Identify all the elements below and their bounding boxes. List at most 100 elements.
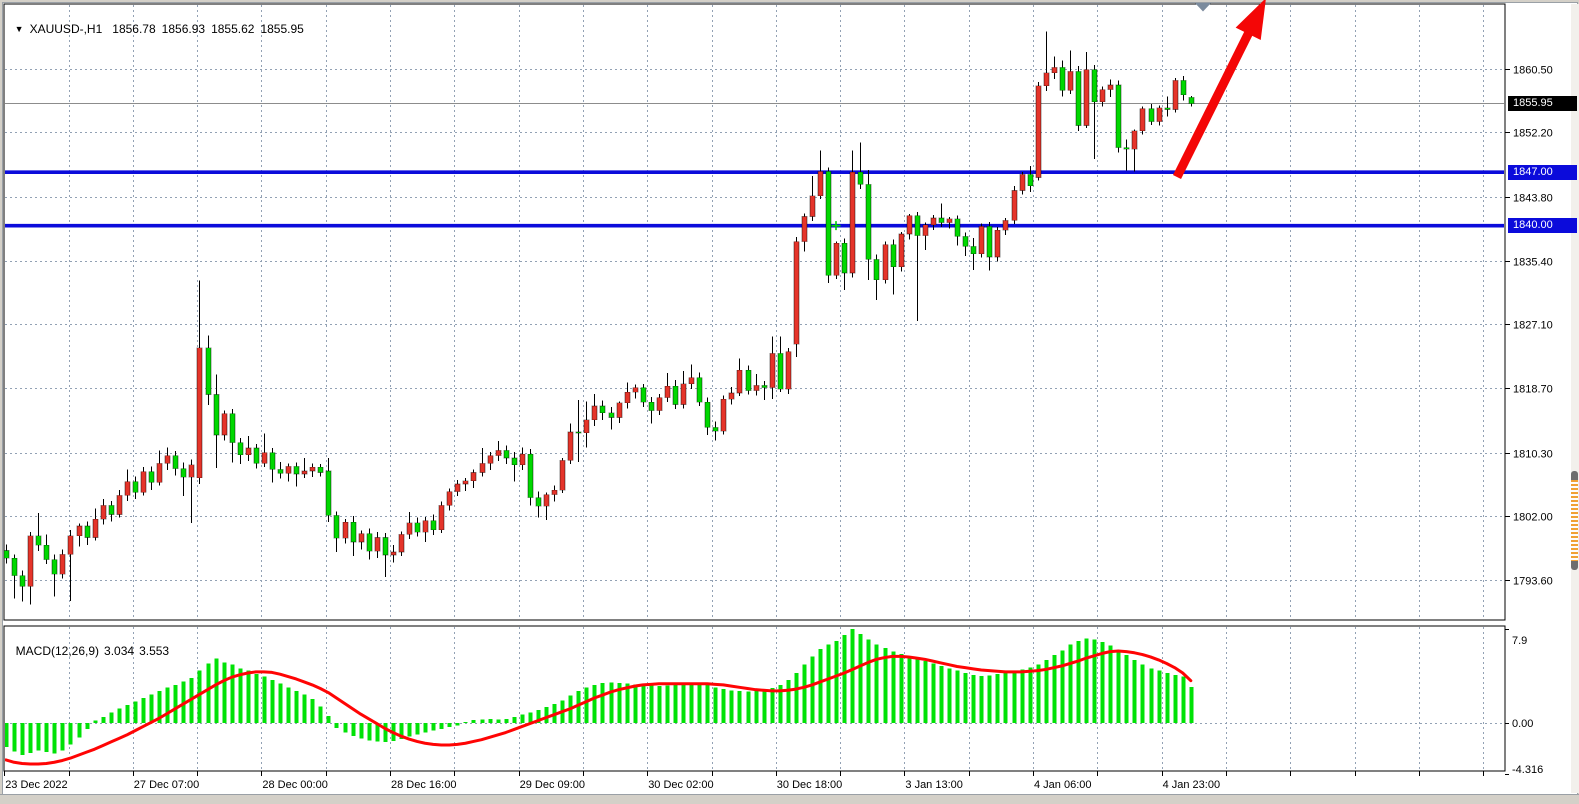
- candle-bull[interactable]: [817, 171, 824, 197]
- candle-bull[interactable]: [624, 391, 631, 404]
- candle-bull[interactable]: [1107, 84, 1114, 90]
- candle-bear[interactable]: [696, 377, 703, 403]
- candle-bull[interactable]: [124, 481, 131, 496]
- candle-bull[interactable]: [769, 352, 776, 388]
- candle-bear[interactable]: [317, 466, 324, 473]
- price-pane[interactable]: [3, 3, 1506, 621]
- candle-bull[interactable]: [519, 453, 526, 466]
- candle-bull[interactable]: [156, 463, 163, 483]
- candle-bull[interactable]: [946, 218, 953, 223]
- candle-bear[interactable]: [1164, 107, 1171, 110]
- candle-bull[interactable]: [753, 385, 760, 392]
- candle-bull[interactable]: [454, 483, 461, 492]
- candle-bear[interactable]: [277, 469, 284, 474]
- candle-bull[interactable]: [720, 398, 727, 432]
- candle-bull[interactable]: [342, 521, 349, 539]
- candle-bull[interactable]: [27, 535, 34, 587]
- candle-bull[interactable]: [785, 351, 792, 390]
- candle-bear[interactable]: [640, 387, 647, 403]
- candle-bull[interactable]: [245, 447, 252, 456]
- vertical-scrollbar-thumb[interactable]: [1571, 471, 1578, 570]
- candle-bull[interactable]: [309, 466, 316, 472]
- trend-arrow-head[interactable]: [1235, 0, 1266, 41]
- candle-bear[interactable]: [761, 385, 768, 388]
- candle-bull[interactable]: [591, 405, 598, 421]
- candle-bull[interactable]: [728, 392, 735, 400]
- candle-bull[interactable]: [1051, 67, 1058, 74]
- candle-bear[interactable]: [857, 171, 864, 185]
- candle-bull[interactable]: [92, 518, 99, 538]
- candle-bear[interactable]: [608, 412, 615, 418]
- candle-bull[interactable]: [736, 369, 743, 394]
- candle-bull[interactable]: [978, 226, 985, 255]
- candle-bull[interactable]: [301, 470, 308, 475]
- candle-bear[interactable]: [237, 442, 244, 456]
- candle-bear[interactable]: [148, 471, 155, 483]
- candle-bear[interactable]: [269, 452, 276, 470]
- candle-bear[interactable]: [890, 244, 897, 268]
- candle-bull[interactable]: [164, 455, 171, 464]
- candle-bear[interactable]: [962, 236, 969, 247]
- candle-bull[interactable]: [59, 553, 66, 575]
- candle-bear[interactable]: [180, 468, 187, 478]
- candle-bull[interactable]: [1083, 69, 1090, 126]
- candle-bear[interactable]: [325, 470, 332, 516]
- candle-bear[interactable]: [108, 505, 115, 515]
- candle-bear[interactable]: [954, 218, 961, 237]
- candle-bear[interactable]: [1075, 70, 1082, 126]
- candle-bear[interactable]: [648, 401, 655, 411]
- candle-bull[interactable]: [76, 525, 83, 537]
- candles[interactable]: [3, 67, 1195, 587]
- candle-bull[interactable]: [906, 215, 913, 235]
- candle-bull[interactable]: [1067, 70, 1074, 91]
- candle-bear[interactable]: [430, 520, 437, 531]
- candle-bull[interactable]: [656, 397, 663, 411]
- candle-bull[interactable]: [462, 480, 469, 485]
- candle-bull[interactable]: [849, 171, 856, 274]
- candle-bull[interactable]: [1011, 190, 1018, 221]
- candle-bear[interactable]: [841, 242, 848, 274]
- candle-bear[interactable]: [1188, 97, 1195, 105]
- candle-bear[interactable]: [1148, 108, 1155, 122]
- candle-bear[interactable]: [575, 431, 582, 434]
- candle-bull[interactable]: [67, 535, 74, 555]
- candle-bull[interactable]: [1139, 108, 1146, 132]
- candle-bull[interactable]: [680, 383, 687, 405]
- candle-bull[interactable]: [358, 533, 365, 543]
- candle-bear[interactable]: [535, 497, 542, 507]
- candle-bear[interactable]: [712, 427, 719, 432]
- candle-bull[interactable]: [793, 241, 800, 345]
- candle-bull[interactable]: [833, 242, 840, 276]
- candle-bear[interactable]: [511, 457, 518, 466]
- candle-bear[interactable]: [825, 171, 832, 276]
- candle-bear[interactable]: [11, 557, 18, 576]
- candle-bull[interactable]: [390, 551, 397, 556]
- candle-bull[interactable]: [221, 413, 228, 436]
- candle-bull[interactable]: [616, 402, 623, 418]
- candle-bear[interactable]: [865, 184, 872, 260]
- candle-bear[interactable]: [350, 521, 357, 543]
- candle-bear[interactable]: [229, 413, 236, 443]
- candle-bull[interactable]: [188, 464, 195, 478]
- candle-bear[interactable]: [43, 544, 50, 560]
- candle-bull[interactable]: [688, 377, 695, 385]
- candle-bear[interactable]: [970, 245, 977, 255]
- candle-bear[interactable]: [672, 385, 679, 405]
- candle-bull[interactable]: [116, 495, 123, 515]
- candle-bear[interactable]: [938, 217, 945, 223]
- candle-bull[interactable]: [898, 233, 905, 268]
- candle-bear[interactable]: [503, 450, 510, 459]
- candle-bull[interactable]: [801, 216, 808, 242]
- candle-bull[interactable]: [196, 347, 203, 479]
- vertical-scrollbar[interactable]: [1571, 4, 1579, 793]
- candle-bear[interactable]: [1123, 147, 1130, 150]
- candle-bull[interactable]: [1131, 130, 1138, 150]
- candle-bull[interactable]: [551, 489, 558, 495]
- candle-bull[interactable]: [543, 494, 550, 507]
- candle-bull[interactable]: [882, 244, 889, 281]
- candle-bull[interactable]: [632, 387, 639, 393]
- candle-bull[interactable]: [664, 385, 671, 398]
- candle-bear[interactable]: [414, 522, 421, 533]
- candle-bull[interactable]: [285, 466, 292, 474]
- candle-bear[interactable]: [1180, 80, 1187, 96]
